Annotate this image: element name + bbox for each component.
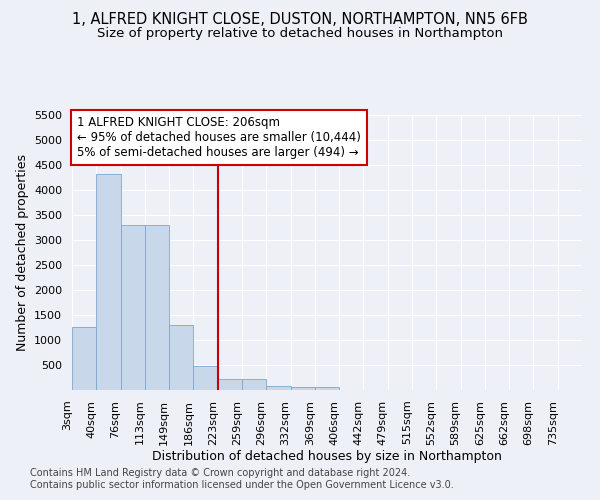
Bar — [315, 387, 339, 390]
Bar — [266, 386, 290, 390]
Y-axis label: Number of detached properties: Number of detached properties — [16, 154, 29, 351]
Bar — [72, 326, 96, 390]
X-axis label: Distribution of detached houses by size in Northampton: Distribution of detached houses by size … — [152, 450, 502, 464]
Bar — [242, 378, 266, 390]
Bar — [218, 378, 242, 390]
Bar — [290, 387, 315, 390]
Bar — [96, 174, 121, 390]
Bar — [169, 325, 193, 390]
Bar — [145, 225, 169, 390]
Text: 1, ALFRED KNIGHT CLOSE, DUSTON, NORTHAMPTON, NN5 6FB: 1, ALFRED KNIGHT CLOSE, DUSTON, NORTHAMP… — [72, 12, 528, 28]
Text: Size of property relative to detached houses in Northampton: Size of property relative to detached ho… — [97, 28, 503, 40]
Text: 1 ALFRED KNIGHT CLOSE: 206sqm
← 95% of detached houses are smaller (10,444)
5% o: 1 ALFRED KNIGHT CLOSE: 206sqm ← 95% of d… — [77, 116, 361, 160]
Text: Contains HM Land Registry data © Crown copyright and database right 2024.
Contai: Contains HM Land Registry data © Crown c… — [30, 468, 454, 490]
Bar — [193, 366, 218, 390]
Bar — [121, 225, 145, 390]
